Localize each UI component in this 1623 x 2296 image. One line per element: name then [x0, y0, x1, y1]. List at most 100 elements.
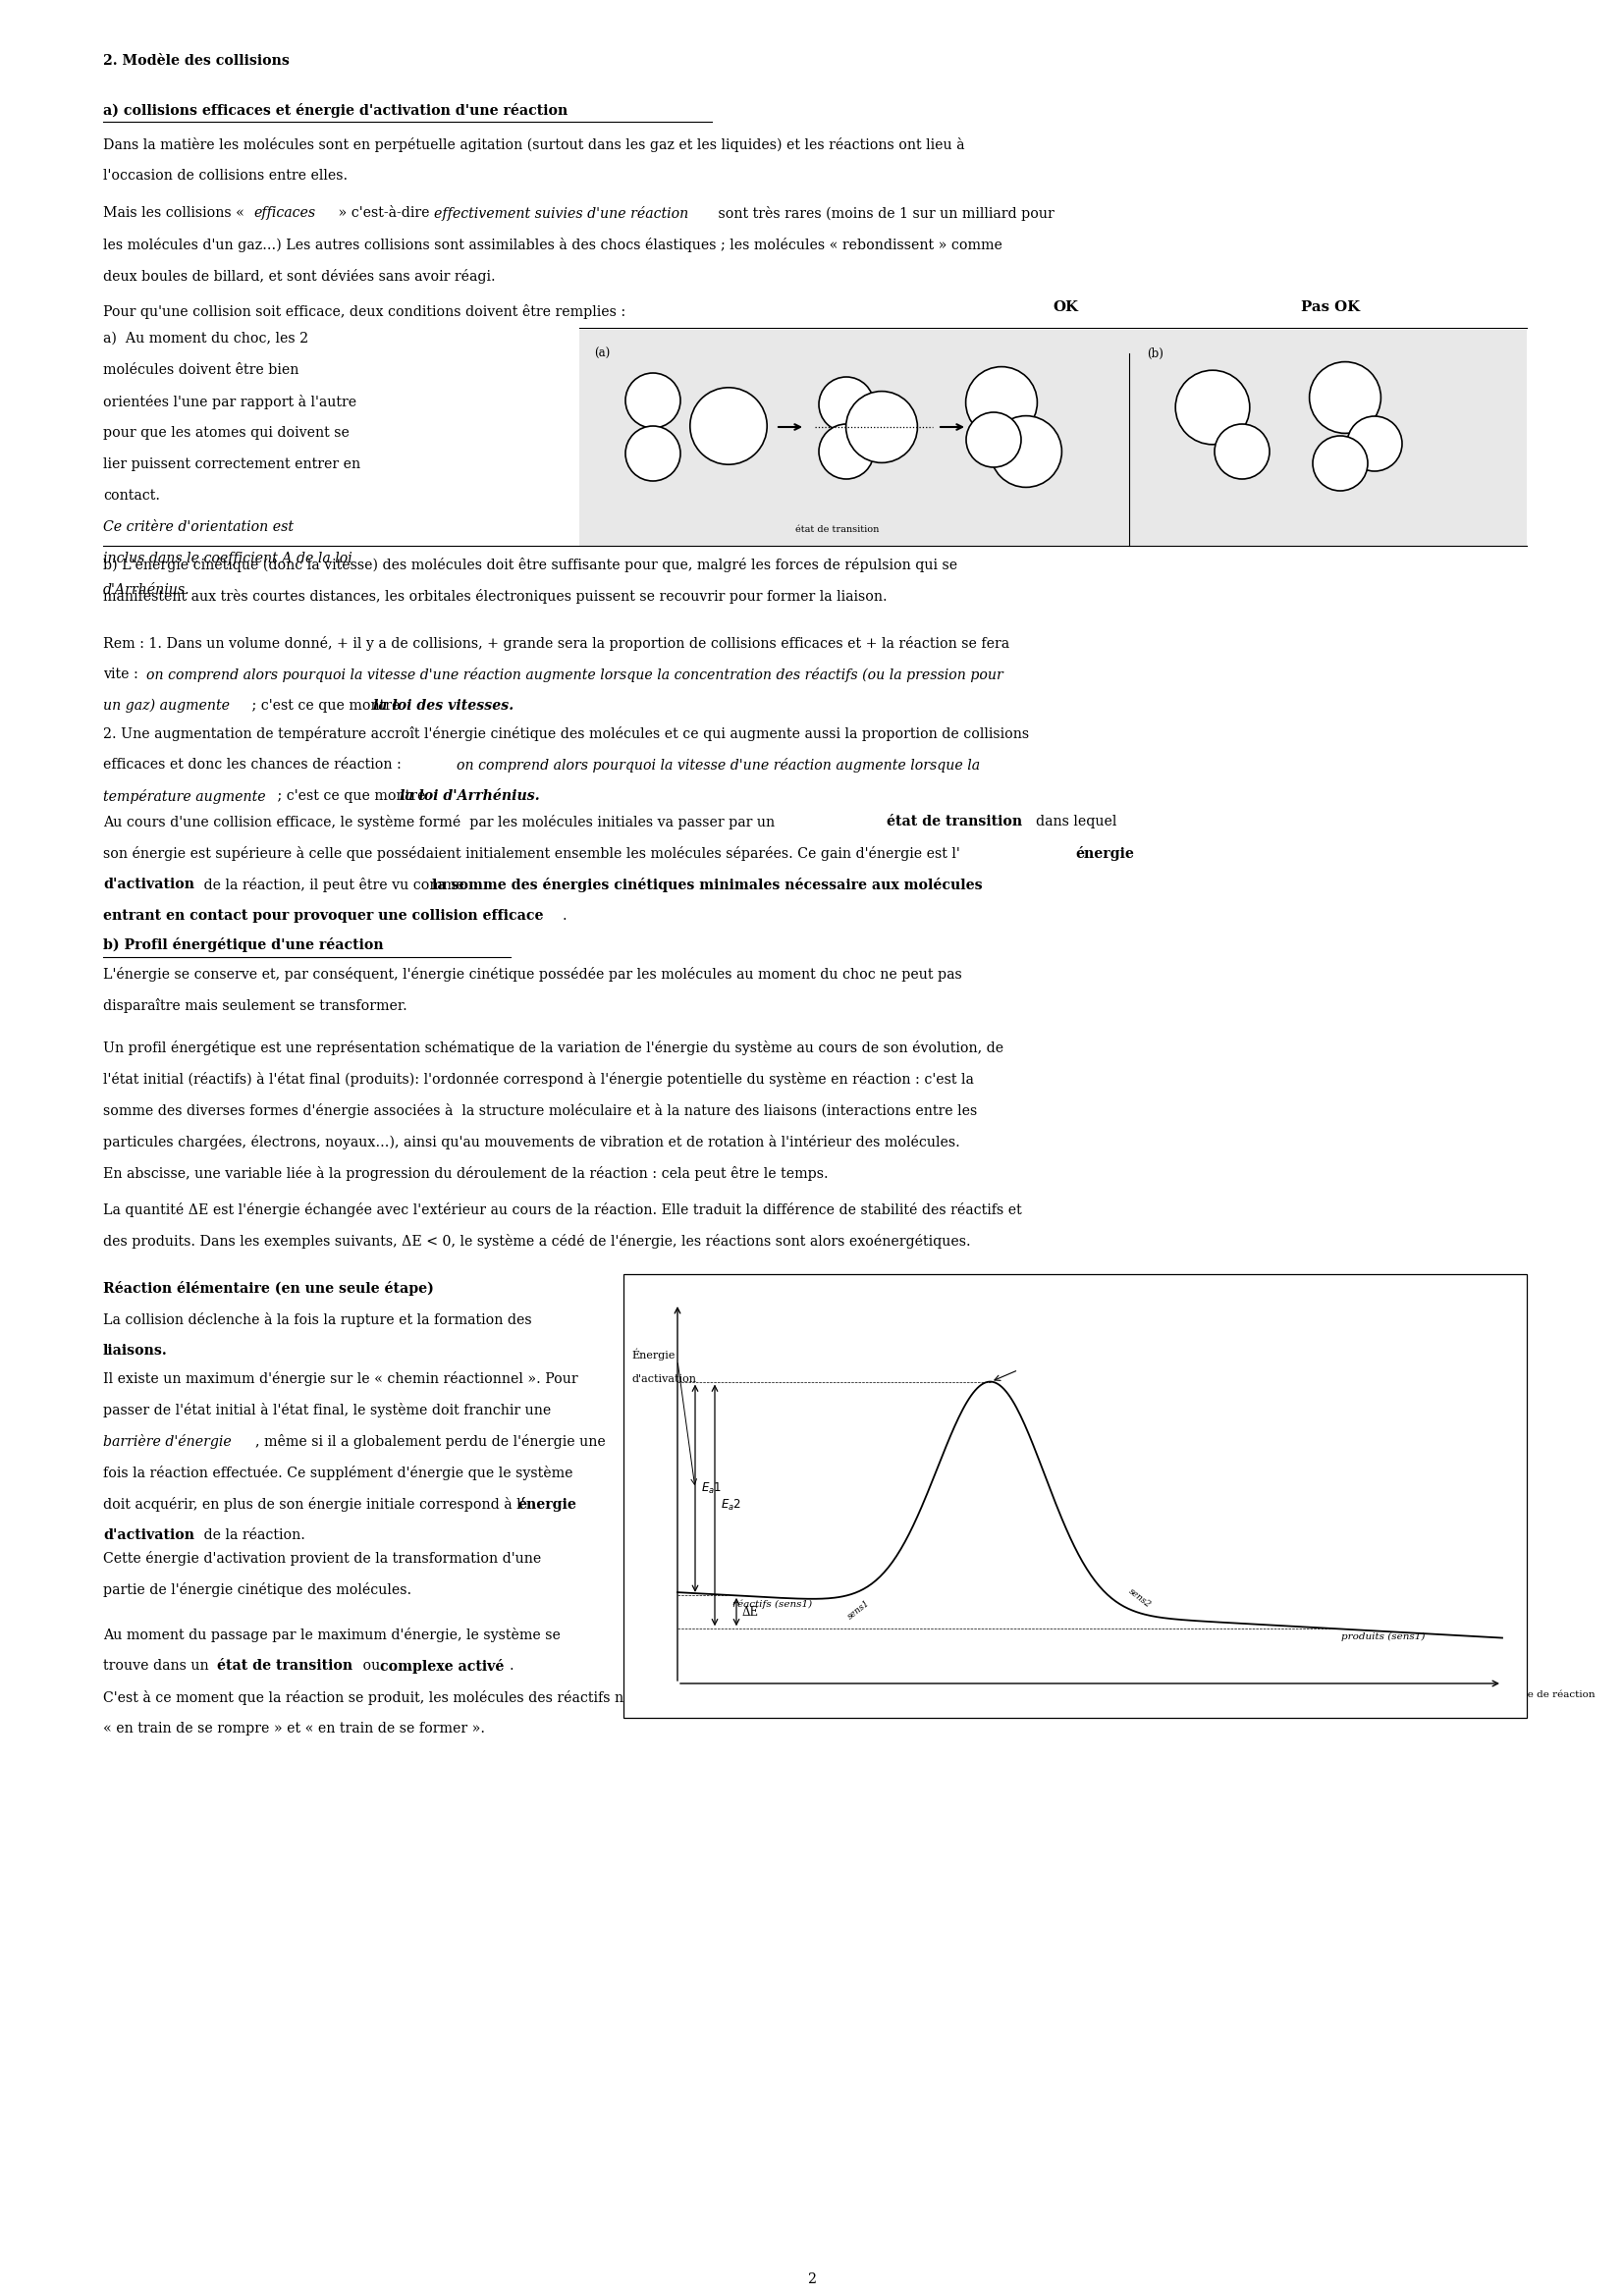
Text: un gaz) augmente: un gaz) augmente: [104, 698, 230, 714]
Text: Pas OK: Pas OK: [1302, 301, 1360, 315]
Text: état de transition: état de transition: [217, 1660, 352, 1674]
Text: OK: OK: [1053, 301, 1078, 315]
Text: on comprend alors pourquoi la vitesse d'une réaction augmente lorsque la: on comprend alors pourquoi la vitesse d'…: [456, 758, 980, 771]
Text: b) L'énergie cinétique (donc la vitesse) des molécules doit être suffisante pour: b) L'énergie cinétique (donc la vitesse)…: [104, 558, 958, 572]
Text: E: E: [661, 1306, 670, 1318]
Text: énergie: énergie: [1074, 847, 1134, 861]
Text: x: x: [651, 461, 656, 471]
Text: y: y: [1337, 473, 1342, 480]
Text: La quantité ΔE est l'énergie échangée avec l'extérieur au cours de la réaction. : La quantité ΔE est l'énergie échangée av…: [104, 1203, 1022, 1217]
Text: C'est à ce moment que la réaction se produit, les molécules des réactifs ne form: C'est à ce moment que la réaction se pro…: [104, 1690, 742, 1706]
Text: état de transition: état de transition: [795, 526, 880, 535]
Text: liaisons.: liaisons.: [104, 1343, 167, 1357]
Circle shape: [1214, 425, 1269, 480]
Text: réactifs (sens1): réactifs (sens1): [734, 1600, 813, 1609]
Text: 2. Modèle des collisions: 2. Modèle des collisions: [104, 55, 289, 67]
Text: y: y: [1209, 418, 1216, 427]
Text: La collision déclenche à la fois la rupture et la formation des: La collision déclenche à la fois la rupt…: [104, 1313, 532, 1327]
Text: état de transition: état de transition: [1008, 1309, 1099, 1318]
Circle shape: [966, 413, 1021, 468]
Text: , même si il a globalement perdu de l'énergie une: , même si il a globalement perdu de l'én…: [255, 1435, 605, 1449]
Text: d'activation: d'activation: [631, 1375, 696, 1384]
Text: l'état initial (réactifs) à l'état final (produits): l'ordonnée correspond à l'é: l'état initial (réactifs) à l'état final…: [104, 1072, 974, 1086]
Text: .: .: [510, 1660, 514, 1674]
Text: coordonnée de réaction: coordonnée de réaction: [1472, 1690, 1595, 1699]
Text: efficaces: efficaces: [253, 207, 315, 220]
Text: x: x: [844, 413, 849, 422]
Circle shape: [1175, 370, 1250, 445]
Text: d'activation: d'activation: [104, 1529, 195, 1543]
Text: ; c'est ce que montre: ; c'est ce que montre: [247, 698, 404, 712]
Text: la loi des vitesses.: la loi des vitesses.: [373, 698, 513, 712]
Circle shape: [966, 367, 1037, 439]
Text: Rem : 1. Dans un volume donné, + il y a de collisions, + grande sera la proporti: Rem : 1. Dans un volume donné, + il y a …: [104, 636, 1010, 650]
Text: d'activation: d'activation: [104, 877, 195, 891]
Text: y: y: [880, 436, 885, 445]
Circle shape: [820, 425, 873, 480]
Text: molécules doivent être bien: molécules doivent être bien: [104, 363, 299, 377]
Text: Énergie: Énergie: [631, 1348, 675, 1359]
Circle shape: [846, 390, 917, 464]
Text: particules chargées, électrons, noyaux…), ainsi qu'au mouvements de vibration et: particules chargées, électrons, noyaux…)…: [104, 1134, 961, 1150]
Text: a) collisions efficaces et énergie d'activation d'une réaction: a) collisions efficaces et énergie d'act…: [104, 103, 568, 117]
Text: ; c'est ce que montre: ; c'est ce que montre: [273, 790, 430, 804]
Text: pour que les atomes qui doivent se: pour que les atomes qui doivent se: [104, 427, 349, 441]
Text: Au moment du passage par le maximum d'énergie, le système se: Au moment du passage par le maximum d'én…: [104, 1628, 560, 1642]
Text: vite :: vite :: [104, 668, 143, 682]
Circle shape: [690, 388, 768, 464]
Text: son énergie est supérieure à celle que possédaient initialement ensemble les mol: son énergie est supérieure à celle que p…: [104, 847, 961, 861]
Text: Ea1: Ea1: [700, 1474, 722, 1486]
Text: x: x: [1371, 452, 1376, 461]
Text: disparaître mais seulement se transformer.: disparaître mais seulement se transforme…: [104, 999, 407, 1013]
Text: sens1: sens1: [846, 1598, 872, 1621]
Text: des produits. Dans les exemples suivants, ΔE < 0, le système a cédé de l'énergie: des produits. Dans les exemples suivants…: [104, 1233, 971, 1249]
Text: barrière d'énergie: barrière d'énergie: [104, 1435, 232, 1449]
Text: trouve dans un: trouve dans un: [104, 1660, 213, 1674]
Text: Dans la matière les molécules sont en perpétuelle agitation (surtout dans les ga: Dans la matière les molécules sont en pe…: [104, 138, 964, 152]
Text: a): a): [631, 1288, 643, 1302]
Text: produits (sens1): produits (sens1): [1341, 1632, 1425, 1642]
Circle shape: [625, 427, 680, 480]
Text: y: y: [1024, 461, 1029, 471]
Text: partie de l'énergie cinétique des molécules.: partie de l'énergie cinétique des molécu…: [104, 1582, 412, 1598]
Circle shape: [625, 372, 680, 427]
Text: orientées l'une par rapport à l'autre: orientées l'une par rapport à l'autre: [104, 395, 357, 409]
Text: L'énergie se conserve et, par conséquent, l'énergie cinétique possédée par les m: L'énergie se conserve et, par conséquent…: [104, 967, 962, 983]
Text: 2. Une augmentation de température accroît l'énergie cinétique des molécules et : 2. Une augmentation de température accro…: [104, 726, 1029, 742]
Text: deux boules de billard, et sont déviées sans avoir réagi.: deux boules de billard, et sont déviées …: [104, 269, 495, 285]
Text: efficaces et donc les chances de réaction :: efficaces et donc les chances de réactio…: [104, 758, 406, 771]
Text: En abscisse, une variable liée à la progression du déroulement de la réaction : : En abscisse, une variable liée à la prog…: [104, 1166, 828, 1180]
Text: la somme des énergies cinétiques minimales nécessaire aux molécules: la somme des énergies cinétiques minimal…: [432, 877, 982, 893]
Text: Pour qu'une collision soit efficace, deux conditions doivent être remplies :: Pour qu'une collision soit efficace, deu…: [104, 305, 626, 319]
Bar: [623, 1274, 1527, 1717]
Text: dans lequel: dans lequel: [1035, 815, 1117, 829]
Text: de la réaction.: de la réaction.: [200, 1529, 305, 1543]
Text: état de transition: état de transition: [886, 815, 1022, 829]
Text: lier puissent correctement entrer en: lier puissent correctement entrer en: [104, 457, 360, 471]
Text: complexe activé: complexe activé: [380, 1660, 505, 1674]
Text: d'Arrhénius.: d'Arrhénius.: [104, 583, 190, 597]
Text: énergie: énergie: [518, 1497, 576, 1511]
Text: $E_a1$: $E_a1$: [701, 1481, 722, 1495]
Text: température augmente: température augmente: [104, 790, 266, 804]
Text: Ce critère d'orientation est: Ce critère d'orientation est: [104, 521, 294, 535]
Text: contact.: contact.: [104, 489, 161, 503]
Text: l'occasion de collisions entre elles.: l'occasion de collisions entre elles.: [104, 170, 347, 184]
Text: entrant en contact pour provoquer une collision efficace: entrant en contact pour provoquer une co…: [104, 909, 544, 923]
Text: y: y: [725, 436, 732, 445]
Text: on comprend alors pourquoi la vitesse d'une réaction augmente lorsque la concent: on comprend alors pourquoi la vitesse d'…: [146, 668, 1003, 682]
Text: ou: ou: [359, 1660, 385, 1674]
Bar: [579, 331, 1527, 546]
Text: x: x: [998, 413, 1005, 420]
Text: .: .: [563, 909, 566, 923]
Text: Mais les collisions «: Mais les collisions «: [104, 207, 248, 220]
Text: « en train de se rompre » et « en train de se former ».: « en train de se rompre » et « en train …: [104, 1722, 485, 1736]
Text: , dans lequel les liaisons sont: , dans lequel les liaisons sont: [888, 1690, 1094, 1704]
Text: fois la réaction effectuée. Ce supplément d'énergie que le système: fois la réaction effectuée. Ce supplémen…: [104, 1465, 573, 1481]
Text: » c'est-à-dire: » c'est-à-dire: [334, 207, 433, 220]
Text: Cette énergie d'activation provient de la transformation d'une: Cette énergie d'activation provient de l…: [104, 1552, 540, 1566]
Text: Un profil énergétique est une représentation schématique de la variation de l'én: Un profil énergétique est une représenta…: [104, 1040, 1003, 1056]
Text: les molécules d'un gaz…) Les autres collisions sont assimilables à des chocs éla: les molécules d'un gaz…) Les autres coll…: [104, 236, 1003, 253]
Text: x: x: [992, 448, 997, 457]
Text: manifestent aux très courtes distances, les orbitales électroniques puissent se : manifestent aux très courtes distances, …: [104, 590, 888, 604]
